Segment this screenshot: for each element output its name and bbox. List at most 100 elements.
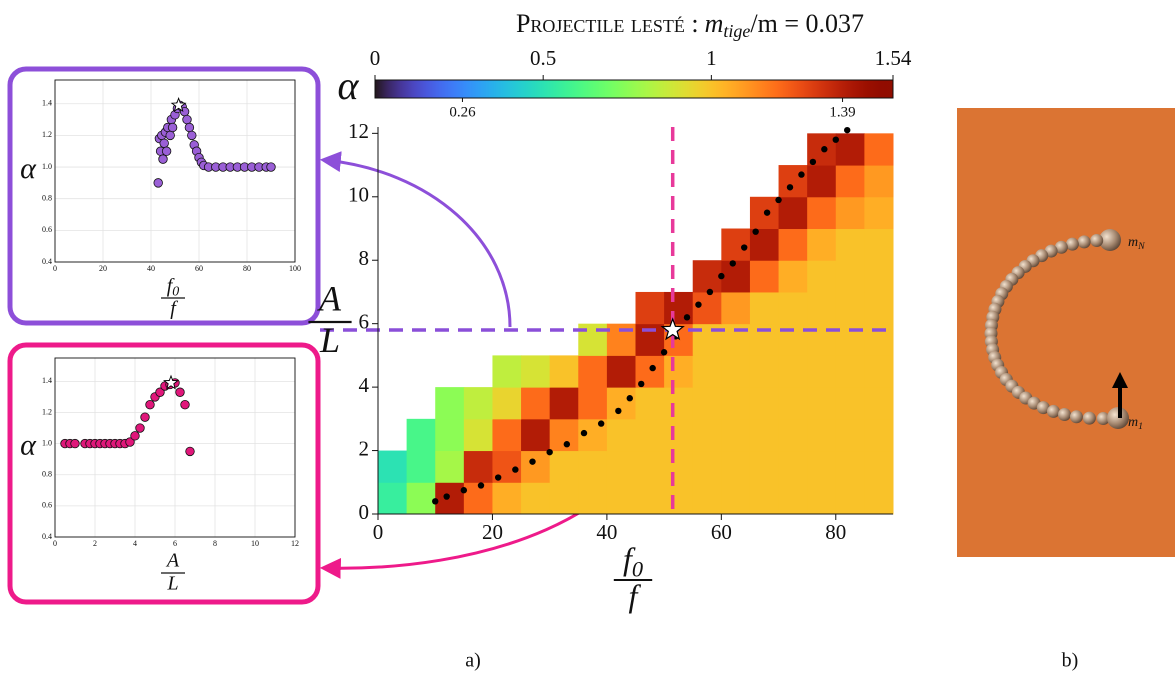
heat-cell	[635, 418, 665, 452]
heat-cell	[807, 450, 837, 483]
ridge-point	[432, 498, 439, 505]
ridge-point	[718, 272, 725, 280]
y-tick-label: 1.2	[42, 407, 52, 416]
heat-cell	[835, 387, 865, 420]
heat-cell	[721, 228, 751, 261]
heat-cell	[578, 450, 608, 483]
heat-cell	[406, 482, 436, 515]
ridge-point	[844, 126, 851, 134]
ridge-point	[638, 380, 645, 388]
heat-cell	[835, 450, 865, 483]
heat-cell	[521, 355, 551, 388]
y-tick-label: 6	[359, 309, 370, 333]
colorbar-extreme-label: 0.26	[449, 104, 476, 120]
x-tick-label: 0	[53, 264, 57, 273]
y-tick-label: 0.8	[42, 470, 52, 479]
y-tick-label: 1.4	[42, 99, 52, 108]
inset-frame-bottom	[7, 342, 321, 605]
ridge-point	[512, 466, 519, 473]
ridge-point	[706, 288, 714, 296]
heat-cell	[778, 228, 808, 261]
heat-cell	[378, 482, 408, 515]
heat-cell	[692, 387, 722, 420]
heat-cell	[435, 387, 465, 420]
ridge-point	[460, 487, 468, 494]
y-tick-label: 0	[359, 500, 370, 524]
x-axis-label-numerator-subscript: 0	[632, 557, 643, 582]
data-point	[145, 399, 155, 410]
heat-cell	[778, 196, 808, 230]
heat-cell	[807, 165, 837, 198]
data-point	[187, 130, 197, 141]
y-tick-label: 12	[348, 119, 369, 143]
y-tick-label: 2	[359, 436, 370, 460]
ridge-point	[477, 482, 485, 489]
heat-cell	[664, 418, 694, 452]
ridge-point	[683, 314, 691, 321]
data-point	[182, 114, 192, 125]
heat-cell	[549, 355, 579, 388]
heat-cell	[807, 228, 837, 261]
chart-title: Projectile lesté : mtige/m = 0.037	[516, 9, 864, 41]
heat-cell	[692, 450, 722, 483]
selected-star	[170, 97, 187, 113]
x-tick-label: 12	[291, 539, 299, 548]
data-point	[158, 154, 168, 164]
heat-cell	[835, 482, 865, 515]
heat-cell	[778, 450, 808, 483]
bead	[1082, 411, 1096, 425]
heat-cell	[807, 387, 837, 420]
y-tick-label: 0.8	[42, 194, 52, 203]
mass-label: mN	[1128, 235, 1145, 252]
y-tick-label: 0.6	[42, 501, 52, 510]
data-point	[159, 138, 169, 149]
x-tick-label: 80	[825, 520, 846, 544]
heat-cell	[606, 387, 636, 420]
x-tick-label: 60	[195, 264, 203, 273]
heat-cell	[721, 450, 751, 483]
heat-cell	[749, 450, 780, 483]
y-axis-label-denominator: L	[319, 320, 340, 360]
ridge-point	[809, 158, 817, 166]
heat-cell	[606, 355, 636, 388]
heat-cell	[749, 355, 780, 388]
colorbar-tick-label: 1.54	[875, 46, 912, 70]
ridge-point	[741, 244, 748, 251]
ridge-point	[626, 395, 633, 402]
y-tick-label: 8	[359, 246, 370, 270]
x-axis-label-denominator: L	[166, 573, 178, 595]
heat-cell	[664, 355, 694, 388]
heat-cell	[664, 387, 694, 420]
heat-cell	[692, 260, 722, 293]
heat-cell	[778, 165, 808, 198]
panel-label: a)	[465, 650, 481, 672]
heat-cell	[721, 482, 751, 515]
panel-label: b)	[1062, 650, 1079, 672]
y-tick-label: 0.4	[42, 532, 52, 541]
mass-label-symbol: m	[1128, 415, 1138, 430]
heat-cell	[864, 260, 894, 293]
heat-cell	[807, 418, 837, 452]
colorbar	[374, 79, 894, 99]
inset-frame-top	[7, 66, 321, 326]
heat-cell	[778, 355, 808, 388]
heat-cell	[864, 482, 894, 515]
heat-cell	[463, 482, 493, 515]
ridge-point	[832, 136, 839, 143]
x-axis-label-numerator-symbol: f	[167, 275, 175, 297]
heat-cell	[664, 482, 694, 515]
data-point	[175, 387, 185, 397]
heat-cell	[692, 418, 722, 452]
heat-cell	[635, 482, 665, 515]
heat-cell	[549, 482, 579, 515]
y-axis-label: α	[20, 428, 37, 461]
heat-cell	[721, 387, 751, 420]
x-axis-label-denominator: f	[629, 578, 642, 614]
y-tick-label: 10	[348, 183, 369, 207]
heat-cell	[749, 387, 780, 420]
bead	[1057, 407, 1071, 421]
heat-cell	[864, 291, 894, 325]
y-axis-label: α	[20, 152, 37, 185]
bead-chain	[984, 229, 1129, 429]
